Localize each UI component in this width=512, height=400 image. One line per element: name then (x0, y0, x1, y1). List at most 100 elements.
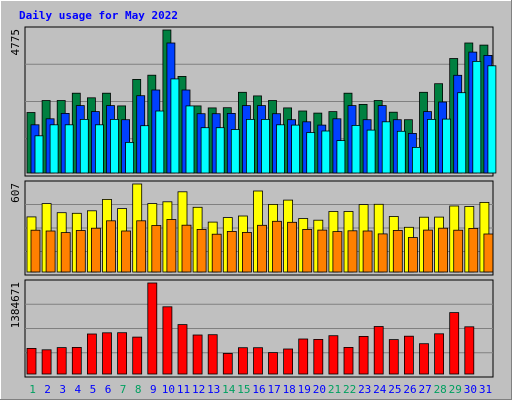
x-label-day-14: 14 (222, 383, 236, 396)
bar-pages-day-7 (125, 141, 134, 174)
x-label-day-1: 1 (29, 383, 36, 396)
chart-panels: 4775 607 1384671 (9, 26, 497, 378)
bar-kbytes-day-7 (117, 332, 127, 375)
bar-pages-day-25 (396, 130, 406, 174)
y-max-label: 1384671 (9, 282, 22, 328)
bar-sites-day-2 (45, 230, 56, 273)
bar-kbytes-day-2 (41, 349, 52, 375)
bar-sites-day-31 (483, 233, 494, 273)
x-label-day-6: 6 (105, 383, 112, 396)
bar-kbytes-day-17 (268, 352, 278, 375)
bar-pages-day-15 (245, 119, 255, 174)
x-label-day-4: 4 (74, 383, 81, 396)
bar-kbytes-day-24 (373, 326, 384, 375)
bar-kbytes-day-1 (26, 347, 37, 375)
bar-sites-day-7 (121, 230, 131, 273)
bar-pages-day-19 (306, 132, 316, 174)
x-label-day-26: 26 (403, 383, 416, 396)
x-label-day-23: 23 (358, 383, 371, 396)
bar-sites-day-21 (332, 231, 343, 273)
bar-kbytes-day-8 (132, 336, 143, 375)
panel-hits-files-pages: 4775 (9, 26, 497, 177)
bar-kbytes-day-20 (313, 338, 324, 375)
bar-pages-day-22 (351, 125, 361, 174)
x-label-day-15: 15 (237, 383, 250, 396)
bar-pages-day-20 (321, 130, 331, 174)
bar-pages-day-31 (487, 65, 497, 174)
chart-title: Daily usage for May 2022 (19, 9, 178, 22)
bar-sites-day-9 (151, 225, 162, 273)
bar-sites-day-13 (211, 233, 222, 273)
bar-kbytes-day-21 (328, 335, 339, 375)
bar-pages-day-13 (215, 127, 225, 174)
bar-pages-day-16 (261, 119, 270, 174)
bar-pages-day-11 (185, 105, 195, 174)
bar-kbytes-day-13 (207, 334, 218, 375)
y-max-label: 607 (9, 183, 22, 203)
bar-kbytes-day-12 (192, 334, 203, 375)
bar-pages-day-30 (472, 61, 482, 174)
x-label-day-8: 8 (135, 383, 142, 396)
bar-kbytes-day-3 (56, 347, 67, 375)
bar-pages-day-5 (95, 124, 104, 174)
bar-pages-day-14 (230, 129, 240, 174)
bar-pages-day-6 (110, 119, 119, 174)
bar-pages-day-27 (427, 119, 436, 174)
bar-sites-day-20 (317, 229, 328, 273)
x-label-day-25: 25 (388, 383, 401, 396)
bar-kbytes-day-26 (403, 335, 414, 375)
x-label-day-20: 20 (313, 383, 326, 396)
x-label-day-17: 17 (267, 383, 280, 396)
bar-sites-day-8 (136, 220, 147, 273)
x-label-day-27: 27 (418, 383, 431, 396)
bar-sites-day-12 (196, 228, 207, 273)
bar-sites-day-6 (106, 220, 116, 273)
panel-visits-sites: 607 (9, 180, 494, 276)
bar-kbytes-day-10 (162, 306, 173, 375)
bar-pages-day-8 (140, 125, 150, 174)
x-label-day-3: 3 (59, 383, 66, 396)
bar-kbytes-day-11 (177, 324, 188, 375)
bar-sites-day-3 (60, 232, 71, 273)
bar-kbytes-day-29 (449, 312, 460, 375)
bar-pages-day-3 (64, 124, 74, 174)
bar-sites-day-17 (272, 220, 282, 273)
x-label-day-21: 21 (328, 383, 341, 396)
bar-sites-day-18 (287, 221, 298, 273)
bar-sites-day-26 (407, 237, 418, 273)
bar-pages-day-1 (34, 135, 44, 174)
bar-pages-day-29 (457, 92, 467, 174)
bar-kbytes-day-6 (102, 332, 112, 375)
x-label-day-10: 10 (162, 383, 175, 396)
x-label-day-30: 30 (464, 383, 477, 396)
bar-kbytes-day-18 (283, 348, 294, 375)
x-label-day-29: 29 (449, 383, 462, 396)
bar-kbytes-day-27 (419, 343, 429, 375)
x-label-day-16: 16 (252, 383, 265, 396)
x-label-day-11: 11 (177, 383, 190, 396)
bar-sites-day-5 (91, 227, 101, 273)
bar-sites-day-27 (423, 229, 433, 273)
x-label-day-24: 24 (373, 383, 387, 396)
bar-pages-day-21 (336, 140, 346, 174)
bar-sites-day-23 (362, 230, 373, 273)
bar-kbytes-day-28 (434, 333, 445, 375)
x-label-day-19: 19 (298, 383, 311, 396)
bar-kbytes-day-23 (358, 335, 369, 375)
bar-sites-day-14 (226, 230, 237, 273)
x-label-day-13: 13 (207, 383, 220, 396)
bar-kbytes-day-22 (343, 346, 354, 375)
x-label-day-9: 9 (150, 383, 157, 396)
bar-sites-day-22 (347, 230, 358, 273)
bar-sites-day-30 (468, 227, 479, 273)
bar-kbytes-day-16 (253, 347, 263, 375)
bar-kbytes-day-30 (464, 326, 475, 375)
panel-kbytes: 1384671 (9, 279, 494, 378)
bar-sites-day-15 (241, 231, 252, 273)
bar-pages-day-26 (411, 146, 421, 174)
bar-pages-day-24 (381, 121, 391, 174)
bar-pages-day-28 (442, 118, 452, 174)
x-label-day-28: 28 (434, 383, 447, 396)
x-axis-labels: 1 2 3 4 5 6 7 8 9 10 11 12 13 14 15 16 17 18 19 20 21 22 23 24 2… (29, 383, 492, 396)
